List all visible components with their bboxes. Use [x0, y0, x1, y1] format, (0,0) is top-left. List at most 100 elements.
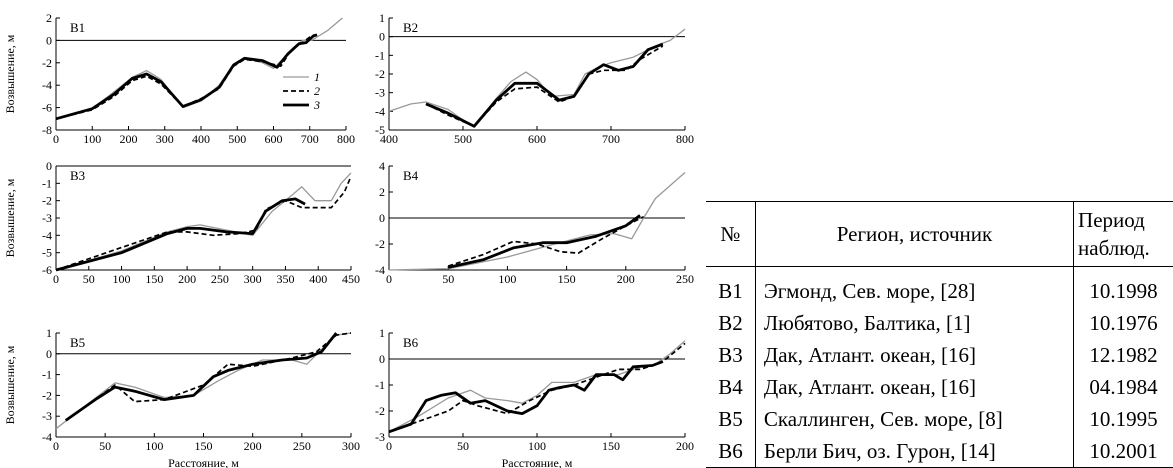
profile-charts: 0 100 200 300 400 500 600 700 800-8-6-4-202B1Воз…: [3, 11, 694, 468]
legend-label: 1: [314, 70, 320, 84]
panel-b3: 0 50 100 150 200 250 300 350 400 450 -6 -5 -4 -3 -2 -1 0…: [3, 159, 360, 286]
panel-b2: 400 500 600 700 800 -5 -4 -3 -2 -1 0 1 B2: [375, 11, 694, 146]
panel-label: B6: [403, 335, 419, 350]
series-2-line: [447, 215, 644, 267]
header-period-line2: наблюд.: [1078, 236, 1150, 260]
series-1-line: [55, 332, 352, 430]
y-tick-label: -2: [375, 67, 385, 81]
x-axis-label: Расстояние, м: [502, 456, 573, 468]
y-tick-label: -2: [42, 194, 52, 208]
table-row: B3 Дак, Атлант. океан, [16] 12.1982: [706, 339, 1173, 371]
x-tick-label: 100: [83, 132, 101, 146]
y-tick-label: -5: [42, 246, 52, 260]
x-tick-label: 250: [293, 439, 311, 453]
x-tick-label: 200: [617, 272, 635, 286]
x-tick-label: 150: [145, 272, 163, 286]
y-tick-label: -3: [375, 430, 385, 444]
x-tick-label: 100: [113, 272, 131, 286]
x-tick-label: 700: [602, 132, 620, 146]
panel-label: B1: [70, 20, 85, 35]
y-tick-label: -1: [42, 368, 52, 382]
series-1-line: [55, 172, 352, 271]
x-tick-label: 700: [301, 132, 319, 146]
y-tick-label: 0: [46, 347, 52, 361]
y-tick-label: -2: [375, 404, 385, 418]
header-period: Период наблюд.: [1073, 201, 1173, 267]
y-tick-label: -2: [42, 56, 52, 70]
x-tick-label: 600: [528, 132, 546, 146]
y-axis-label: Возвышение, м: [3, 345, 17, 424]
x-tick-label: 500: [228, 132, 246, 146]
panel-b6: 0 50 100 150 200 -3 -2 -1 0 1 B6 Расстояние, м: [375, 326, 694, 468]
series-1-line: [388, 172, 686, 271]
x-tick-label: 300: [156, 132, 174, 146]
x-tick-label: 50: [457, 439, 469, 453]
series-2-line: [388, 342, 686, 433]
y-tick-label: 0: [46, 33, 52, 47]
y-tick-label: -3: [42, 211, 52, 225]
row-period: 10.1995: [1089, 406, 1158, 431]
row-period: 10.2001: [1073, 435, 1173, 468]
x-tick-label: 0: [53, 132, 59, 146]
x-tick-label: 200: [244, 439, 262, 453]
x-tick-label: 0: [53, 439, 59, 453]
x-tick-label: 250: [676, 272, 694, 286]
row-id: B6: [706, 435, 756, 468]
series-3-line: [55, 33, 318, 121]
row-id: B3: [706, 339, 756, 371]
x-tick-label: 250: [211, 272, 229, 286]
series-3-line: [447, 214, 641, 269]
x-tick-label: 450: [342, 272, 360, 286]
row-id: B5: [706, 403, 756, 435]
panel-label: B4: [403, 168, 419, 183]
y-tick-label: -1: [375, 48, 385, 62]
x-tick-label: 500: [454, 132, 472, 146]
x-tick-label: 150: [558, 272, 576, 286]
x-tick-label: 400: [309, 272, 327, 286]
y-axis-label: Возвышение, м: [3, 178, 17, 257]
y-tick-label: 2: [379, 185, 385, 199]
x-tick-label: 300: [342, 439, 360, 453]
series-2-line: [55, 176, 352, 271]
y-tick-label: -5: [375, 123, 385, 137]
table-row: B5 Скаллинген, Сев. море, [8] 10.1995: [706, 403, 1173, 435]
row-region: Берли Бич, оз. Гурон, [14]: [755, 435, 1075, 468]
row-region: Дак, Атлант. океан, [16]: [755, 339, 1075, 371]
table-header-row: № Регион, источник Период наблюд.: [706, 201, 1173, 267]
row-period: 12.1982: [1089, 342, 1158, 367]
table-row: B6 Берли Бич, оз. Гурон, [14] 10.2001: [706, 435, 1173, 468]
series-1-line: [388, 28, 686, 127]
y-tick-label: -3: [375, 86, 385, 100]
y-tick-label: 4: [379, 159, 385, 173]
x-tick-label: 800: [337, 132, 355, 146]
row-period: 10.1998: [1089, 278, 1158, 303]
row-id: B1: [706, 266, 756, 307]
y-tick-label: 1: [379, 326, 385, 340]
y-tick-label: -4: [42, 430, 52, 444]
y-tick-label: 1: [379, 11, 385, 25]
x-tick-label: 50: [83, 272, 95, 286]
x-tick-label: 0: [53, 272, 59, 286]
x-tick-label: 400: [192, 132, 210, 146]
panel-label: B2: [403, 20, 418, 35]
y-tick-label: -8: [42, 123, 52, 137]
row-region: Любятово, Балтика, [1]: [755, 307, 1075, 339]
x-tick-label: 0: [386, 439, 392, 453]
legend: 123: [283, 70, 320, 112]
header-region: Регион, источник: [755, 201, 1075, 267]
panel-b1: 0 100 200 300 400 500 600 700 800 -8 -6 -4 -2 0 2 B1 Воз…: [3, 11, 355, 146]
panel-label: B3: [70, 168, 85, 183]
table-row: B1 Эгмонд, Сев. море, [28] 10.1998: [706, 266, 1173, 307]
y-tick-label: -4: [375, 263, 385, 277]
y-tick-label: -1: [375, 378, 385, 392]
row-region: Скаллинген, Сев. море, [8]: [755, 403, 1075, 435]
y-tick-label: 0: [379, 30, 385, 44]
x-tick-label: 100: [528, 439, 546, 453]
y-tick-label: 2: [46, 11, 52, 25]
header-number: №: [706, 201, 756, 267]
y-tick-label: 0: [379, 211, 385, 225]
y-tick-label: -2: [42, 388, 52, 402]
row-id: B2: [706, 307, 756, 339]
x-tick-label: 150: [195, 439, 213, 453]
y-tick-label: 0: [379, 352, 385, 366]
